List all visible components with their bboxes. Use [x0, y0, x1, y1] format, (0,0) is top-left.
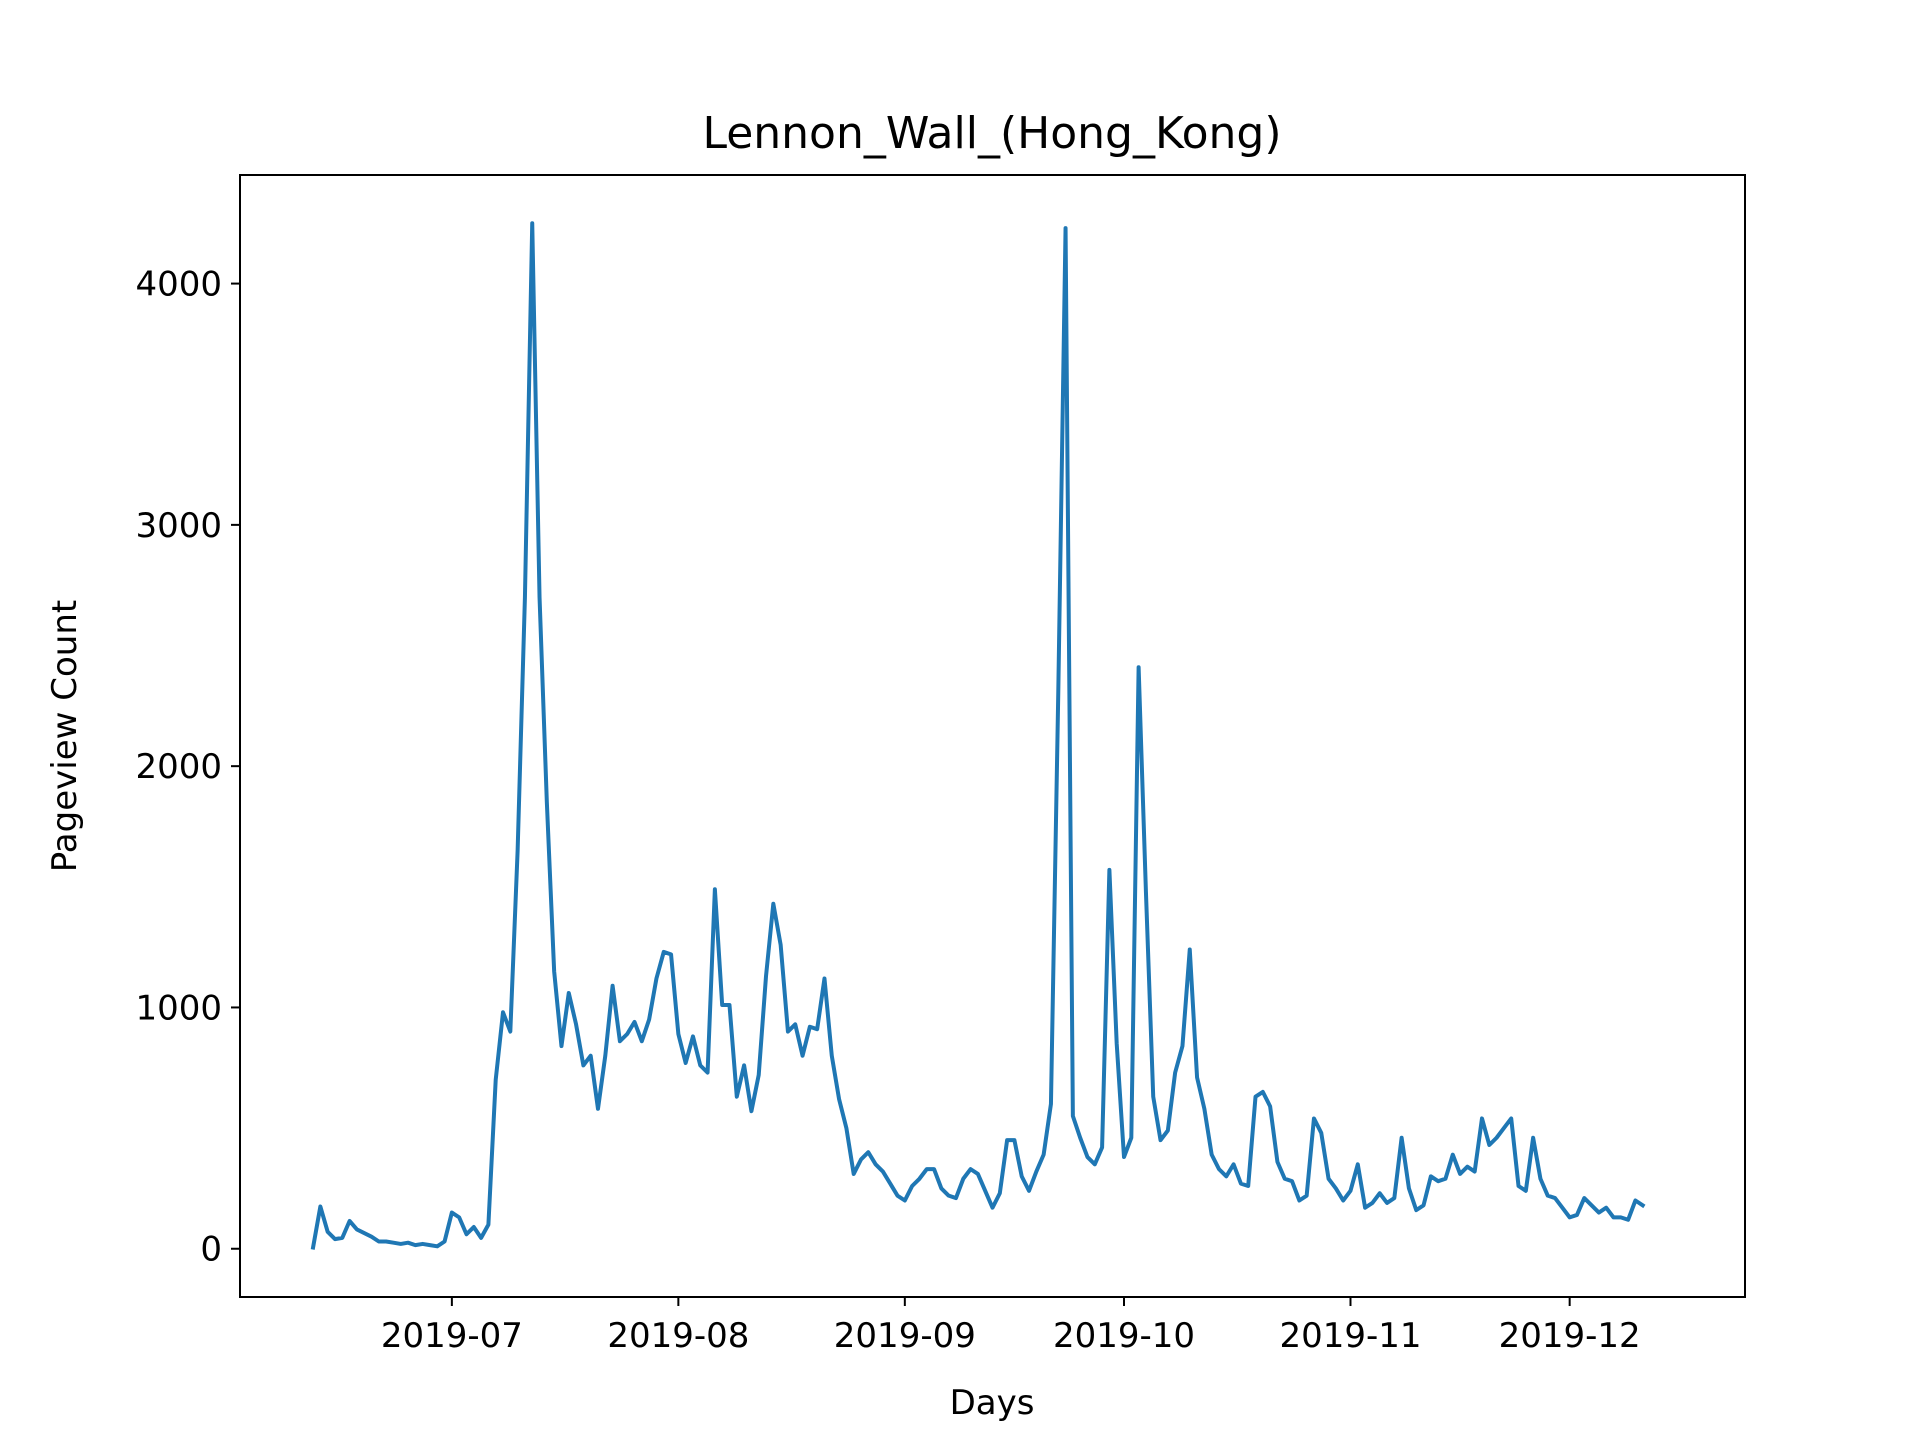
x-tick-label: 2019-12	[1499, 1316, 1641, 1356]
x-axis: 2019-07 2019-08 2019-09 2019-10 2019-11 2019-…	[381, 1297, 1641, 1356]
series-line-0	[310, 221, 1646, 1250]
x-tick-label: 2019-11	[1279, 1316, 1421, 1356]
y-axis: 0 1000 2000 3000 4000	[135, 265, 240, 1270]
chart-title: Lennon_Wall_(Hong_Kong)	[702, 108, 1281, 159]
x-tick-label: 2019-09	[834, 1316, 976, 1356]
plot-area	[240, 175, 1745, 1297]
x-tick-label: 2019-08	[607, 1316, 749, 1356]
plot-frame	[239, 174, 1746, 1298]
y-tick-label: 1000	[135, 988, 222, 1028]
y-tick-label: 4000	[135, 265, 222, 305]
y-axis-label: Pageview Count	[45, 600, 85, 872]
x-tick-label: 2019-10	[1053, 1316, 1195, 1356]
y-tick-label: 3000	[135, 506, 222, 546]
x-tick-label: 2019-07	[381, 1316, 523, 1356]
series-layer	[310, 221, 1646, 1250]
y-tick-label: 2000	[135, 747, 222, 787]
x-axis-label: Days	[950, 1383, 1035, 1423]
y-tick-label: 0	[200, 1230, 222, 1270]
